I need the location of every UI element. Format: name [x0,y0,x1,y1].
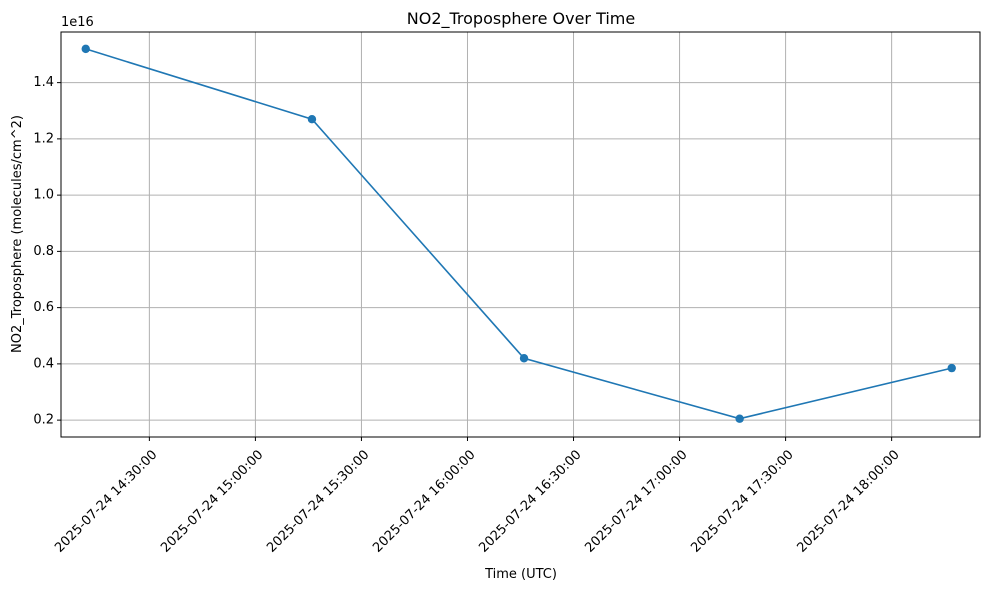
y-gridlines [61,82,980,421]
y-tick-label: 0.6 [33,300,54,315]
x-tick-label: 2025-07-24 17:30:00 [688,447,796,555]
series-line [85,48,952,420]
plot-frame [60,31,981,438]
data-point [519,354,529,363]
y-tick-label: 1.4 [33,75,54,90]
y-offset-label: 1e16 [61,15,94,30]
y-axis-label: NO2_Troposphere (molecules/cm^2) [10,115,25,353]
x-tick-label: 2025-07-24 18:00:00 [794,447,902,555]
y-tick-label: 1.0 [33,188,54,203]
x-tick-label: 2025-07-24 16:00:00 [370,447,478,555]
x-gridlines [148,32,893,437]
data-point [307,114,317,124]
data-point [735,414,744,423]
x-tick-label: 2025-07-24 14:30:00 [52,447,160,555]
y-tick-label: 0.2 [33,413,54,428]
data-point [947,363,956,373]
x-tick-label: 2025-07-24 17:00:00 [582,447,690,555]
x-tick-label: 2025-07-24 15:00:00 [158,447,266,555]
x-tick-label: 2025-07-24 16:30:00 [476,447,584,555]
y-tick-label: 0.8 [33,244,54,259]
chart-title: NO2_Troposphere Over Time [407,9,635,29]
y-tick-label: 1.2 [33,131,54,146]
data-point [81,44,90,54]
x-tick-label: 2025-07-24 15:30:00 [264,447,372,555]
y-tick-label: 0.4 [33,356,54,371]
x-axis-label: Time (UTC) [484,567,557,582]
y-axis: 0.2 0.4 0.6 0.8 1.0 1.2 1.4 [33,75,61,428]
data-series [81,44,956,423]
